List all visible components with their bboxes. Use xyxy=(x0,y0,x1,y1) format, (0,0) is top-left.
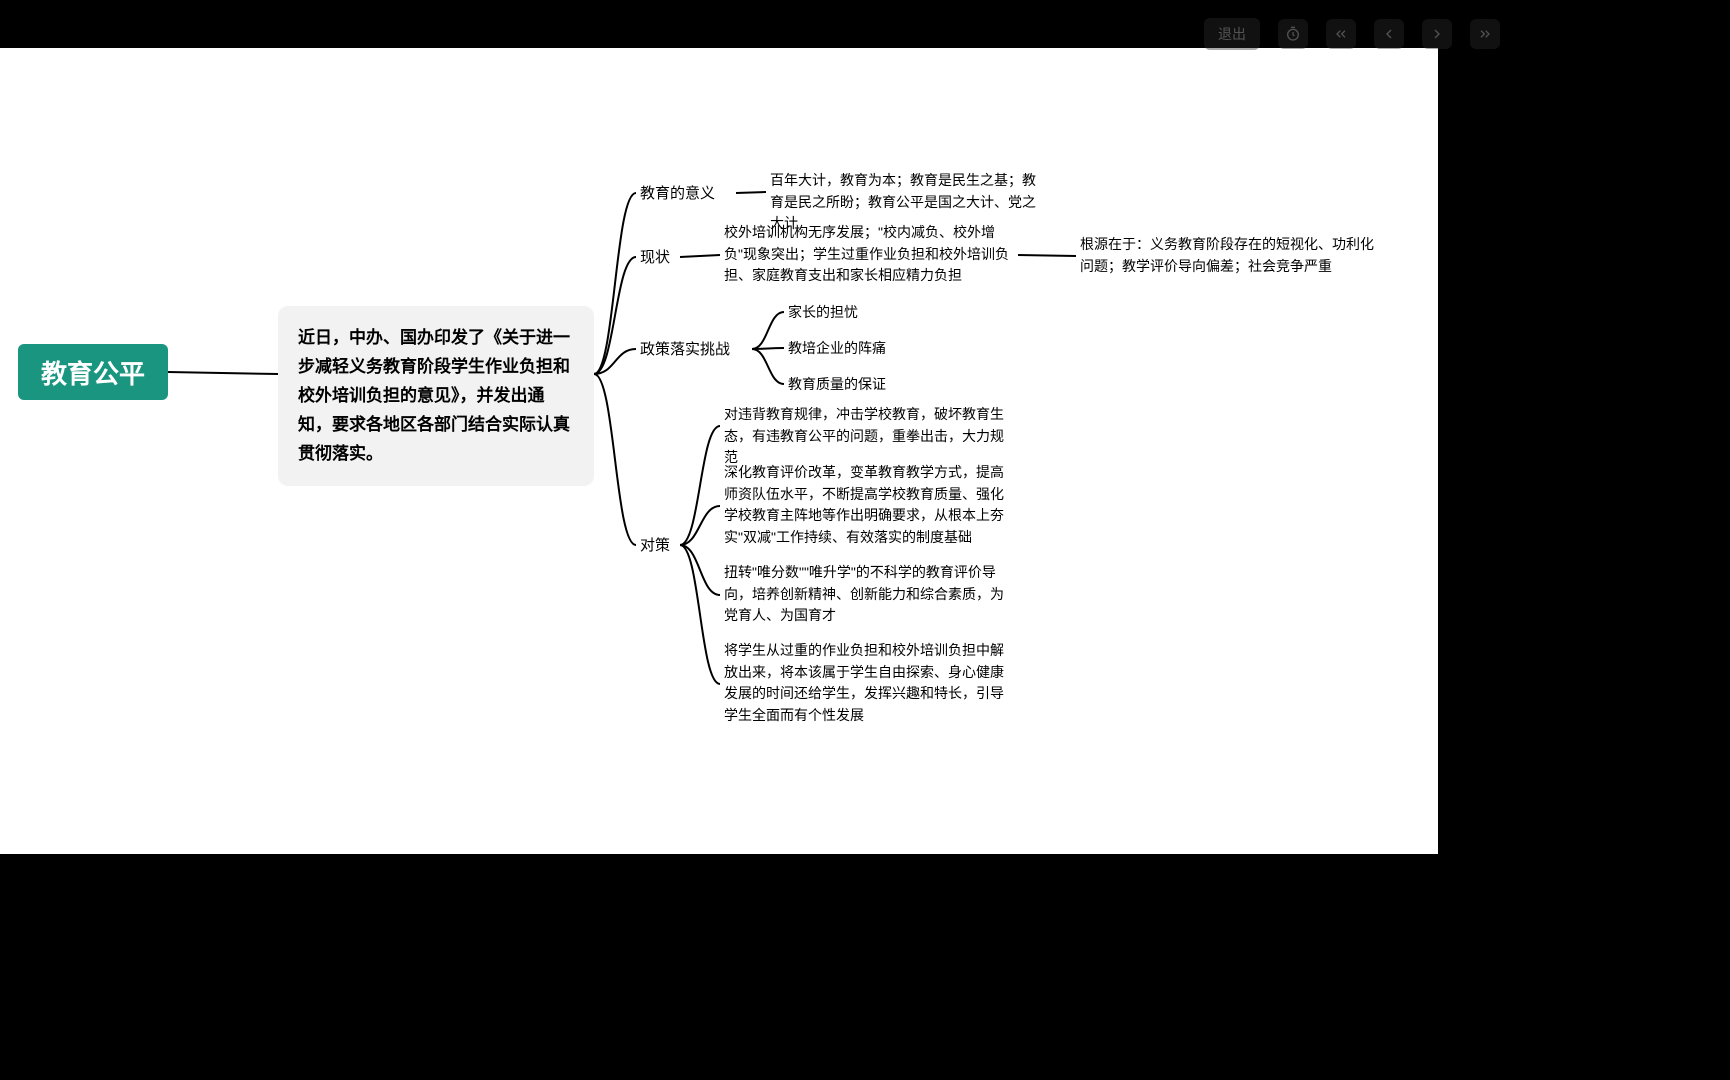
prev-double-icon[interactable] xyxy=(1326,19,1356,49)
branch-child-b4-2: 扭转"唯分数""唯升学"的不科学的教育评价导向，培养创新精神、创新能力和综合素质… xyxy=(724,562,1014,627)
branch-child-b3-2: 教育质量的保证 xyxy=(788,374,928,396)
prev-icon[interactable] xyxy=(1374,19,1404,49)
branch-child-b3-1: 教培企业的阵痛 xyxy=(788,338,928,360)
branch-detail-b2: 校外培训机构无序发展；"校内减负、校外增负"现象突出；学生过重作业负担和校外培训… xyxy=(724,222,1014,287)
branch-child-b4-3: 将学生从过重的作业负担和校外培训负担中解放出来，将本该属于学生自由探索、身心健康… xyxy=(724,640,1014,727)
mindmap-root: 教育公平 xyxy=(18,344,168,400)
branch-label-b3: 政策落实挑战 xyxy=(640,338,752,361)
branch-label-b2: 现状 xyxy=(640,246,680,269)
mindmap-topic: 近日，中办、国办印发了《关于进一步减轻义务教育阶段学生作业负担和校外培训负担的意… xyxy=(278,306,594,486)
branch-extra-b2: 根源在于：义务教育阶段存在的短视化、功利化问题；教学评价导向偏差；社会竞争严重 xyxy=(1080,234,1380,277)
presenter-toolbar: 退出 xyxy=(1204,18,1500,50)
mindmap-edges xyxy=(0,48,1438,854)
timer-icon[interactable] xyxy=(1278,19,1308,49)
branch-label-b1: 教育的意义 xyxy=(640,182,736,205)
exit-button[interactable]: 退出 xyxy=(1204,18,1260,50)
branch-child-b4-0: 对违背教育规律，冲击学校教育，破坏教育生态，有违教育公平的问题，重拳出击，大力规… xyxy=(724,404,1004,469)
branch-child-b3-0: 家长的担忧 xyxy=(788,302,908,324)
next-double-icon[interactable] xyxy=(1470,19,1500,49)
next-icon[interactable] xyxy=(1422,19,1452,49)
branch-child-b4-1: 深化教育评价改革，变革教育教学方式，提高师资队伍水平，不断提高学校教育质量、强化… xyxy=(724,462,1014,549)
mindmap-canvas: 教育公平 近日，中办、国办印发了《关于进一步减轻义务教育阶段学生作业负担和校外培训… xyxy=(0,48,1438,854)
branch-label-b4: 对策 xyxy=(640,534,680,557)
